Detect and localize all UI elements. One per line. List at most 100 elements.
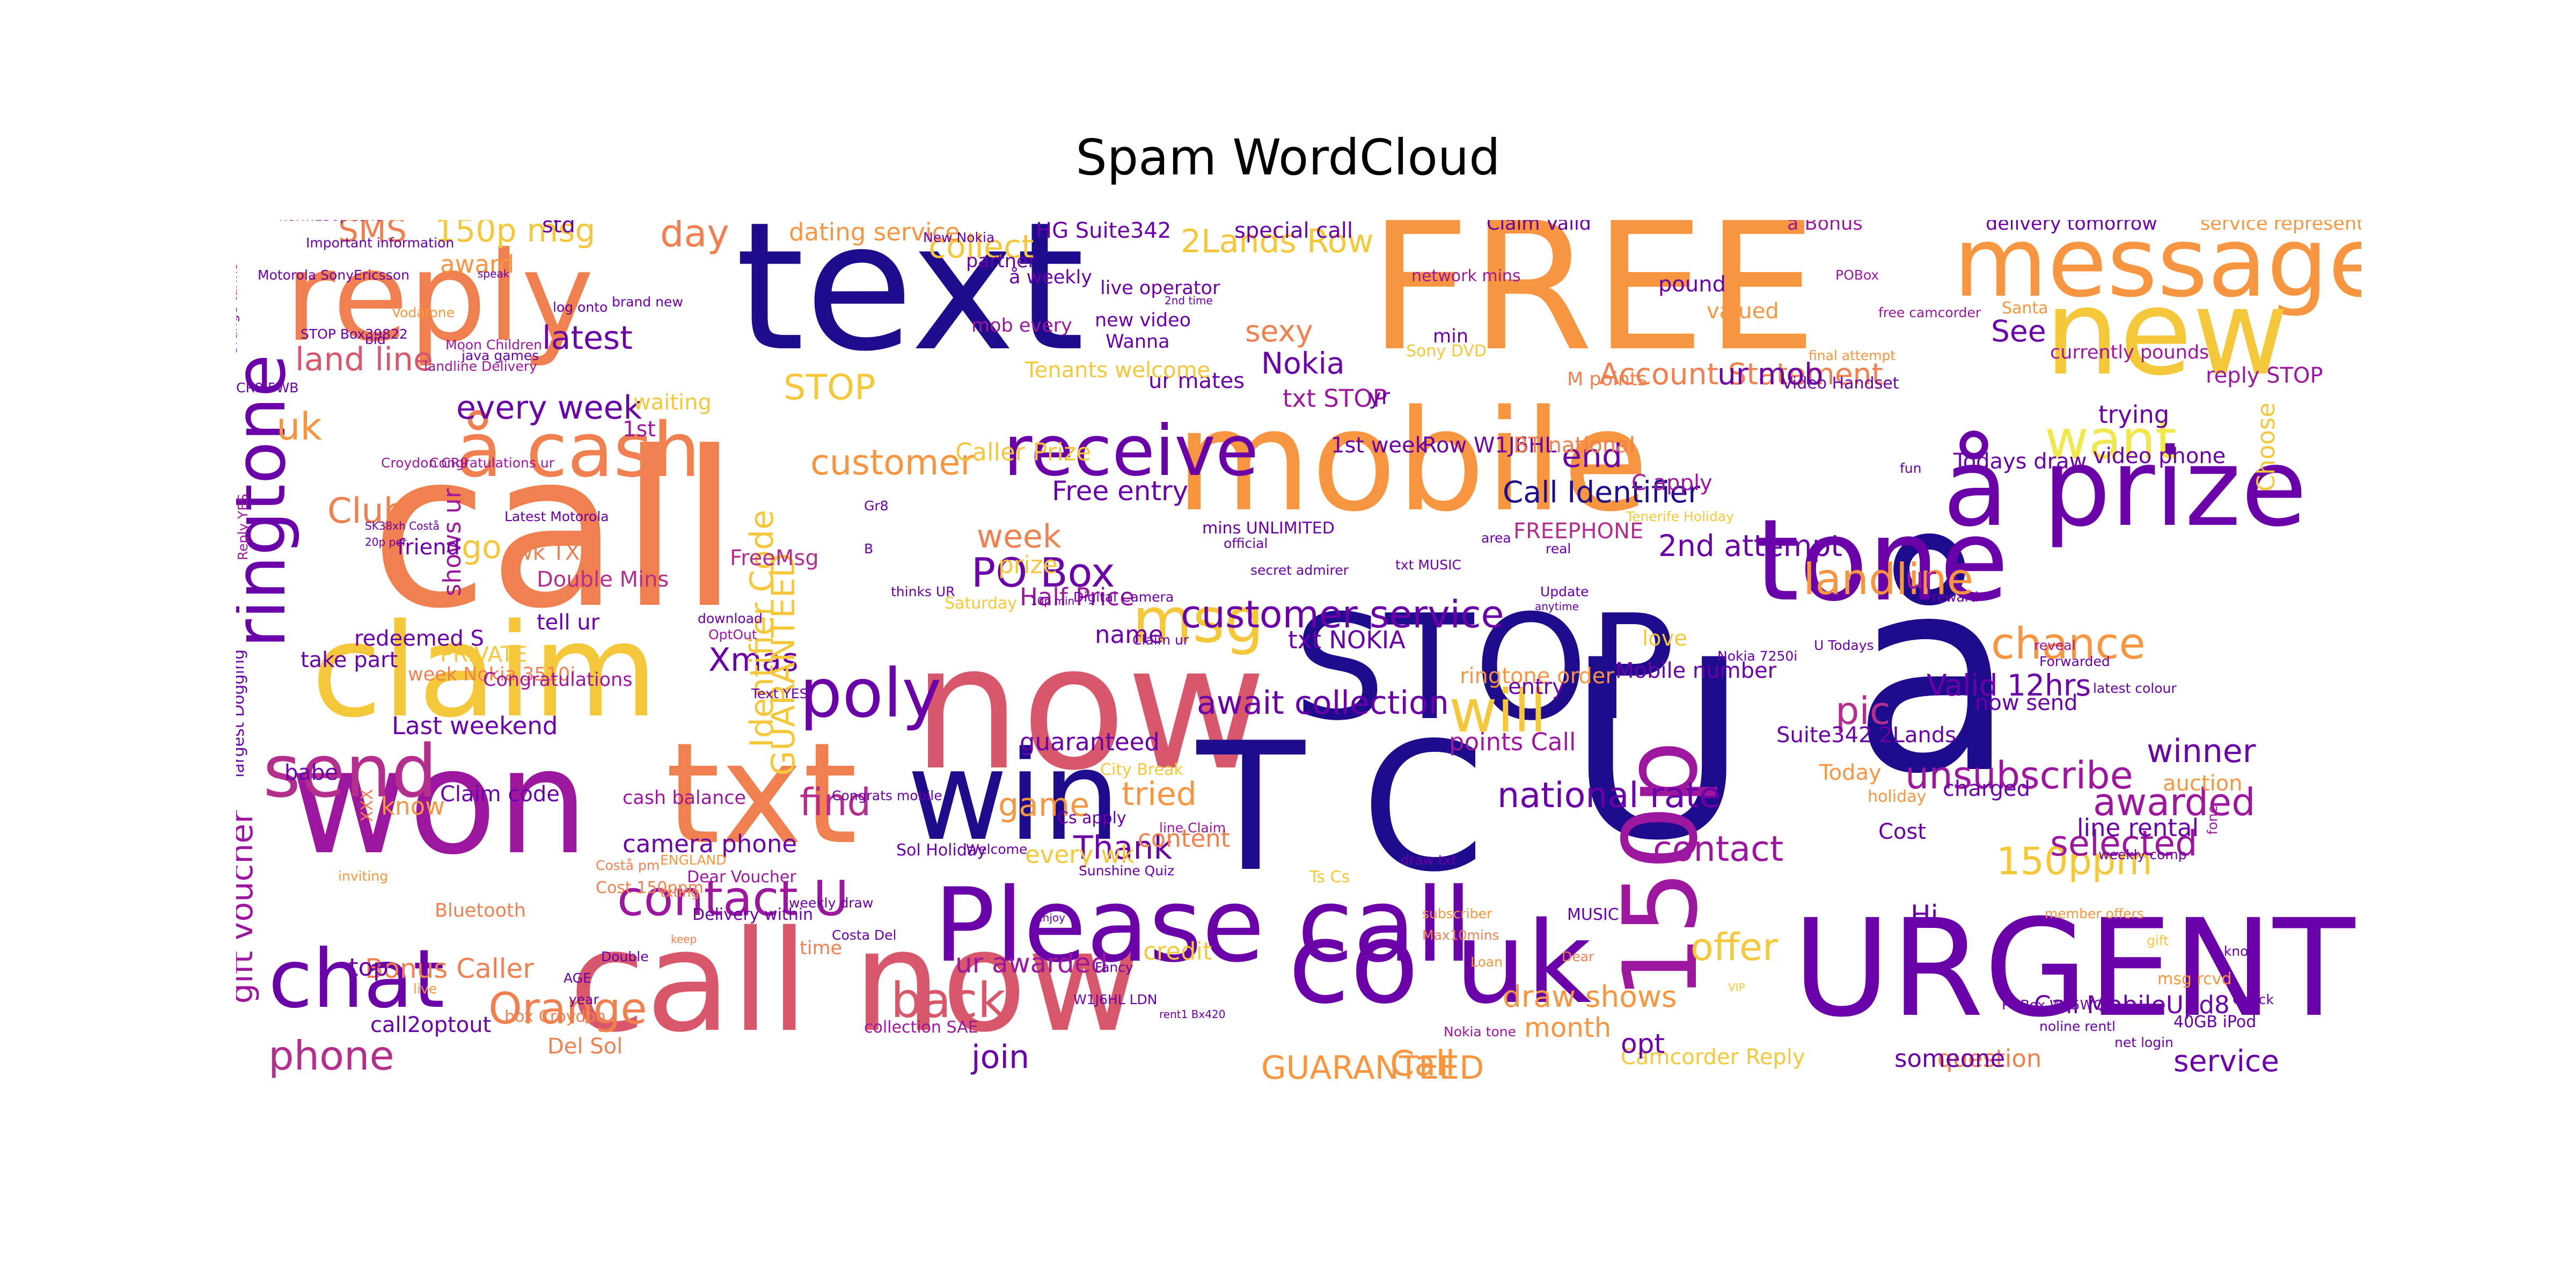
cloud-word: 150ppm	[1996, 839, 2153, 883]
cloud-word: å	[1851, 520, 2016, 832]
cloud-word: offer	[1690, 925, 1778, 969]
cloud-word: largest Dogging	[236, 649, 248, 778]
cloud-word: pic	[1835, 689, 1891, 733]
cloud-word: every week	[456, 389, 642, 427]
cloud-word: mins UNLIMITED	[1202, 519, 1335, 538]
cloud-word: See	[1991, 314, 2046, 348]
cloud-word: 2nd attempt	[1658, 529, 1842, 563]
cloud-word: reply STOP	[2206, 363, 2323, 388]
cloud-word: Fancy	[1095, 960, 1133, 975]
cloud-word: rent1 Bx420	[1159, 1008, 1226, 1021]
cloud-word: tell ur	[537, 610, 600, 635]
cloud-word: Today	[1819, 760, 1882, 785]
cloud-word: STOP	[784, 368, 876, 408]
cloud-word: poly	[800, 655, 942, 733]
cloud-word: å cash	[456, 407, 700, 494]
cloud-word: Mobile number	[1615, 658, 1777, 683]
cloud-word: txt NOKIA	[1288, 626, 1406, 654]
cloud-word: brand new	[612, 294, 683, 310]
cloud-word: speak	[478, 267, 510, 280]
cloud-word: Claim code	[440, 782, 560, 807]
cloud-word: FREE	[1368, 220, 1818, 390]
cloud-word: GUARANTEED	[765, 553, 802, 776]
cloud-word: call	[370, 406, 740, 656]
cloud-word: phone	[268, 1032, 394, 1079]
cloud-word: holiday	[1868, 787, 1927, 806]
cloud-word: keep	[671, 933, 697, 946]
cloud-word: fone	[2205, 805, 2220, 835]
cloud-word: Max10mins	[1422, 927, 1499, 943]
cloud-word: Costå pm	[596, 858, 660, 873]
cloud-word: Congrats mobile	[832, 788, 942, 803]
cloud-word: awarded	[2093, 780, 2256, 824]
cloud-word: Important information	[306, 235, 455, 251]
cloud-word: network mins	[1411, 267, 1521, 286]
cloud-word: await collection	[1197, 684, 1449, 722]
cloud-word: Nokia tone	[1444, 1024, 1517, 1040]
cloud-word: Digital Camera	[1073, 589, 1174, 605]
cloud-word: contact U	[617, 870, 849, 927]
cloud-word: national rate	[1497, 775, 1721, 816]
cloud-word: Gr8	[864, 498, 889, 514]
cloud-word: Costa Del	[832, 927, 897, 943]
cloud-word: love	[1642, 626, 1687, 651]
cloud-word: Sol Holiday	[896, 841, 987, 860]
cloud-word: Latest Motorola	[504, 509, 609, 524]
cloud-word: BT national	[1513, 433, 1635, 458]
cloud-word: send	[263, 729, 437, 814]
cloud-word: question	[1937, 1044, 2042, 1073]
cloud-word: service	[2174, 1044, 2280, 1078]
cloud-word: valued	[1707, 299, 1779, 324]
cloud-word: OptOut	[708, 627, 757, 642]
cloud-word: Sony DVD	[1406, 342, 1487, 361]
cloud-word: txting	[660, 884, 700, 900]
cloud-word: Motorola SonyEricsson	[258, 267, 409, 283]
cloud-word: net login	[2114, 1035, 2174, 1050]
cloud-word: subscriber	[1422, 906, 1492, 921]
cloud-word: Cs apply	[1057, 809, 1126, 828]
cloud-word: Call	[1390, 1044, 1455, 1084]
cloud-word: 2nd time	[1165, 294, 1213, 307]
cloud-word: Del Sol	[547, 1034, 623, 1059]
cloud-word: Todays draw	[1953, 449, 2087, 474]
cloud-word: Please call	[934, 866, 1473, 985]
cloud-word: URGENT	[1792, 890, 2355, 1046]
cloud-word: ENGLAND	[660, 852, 727, 868]
cloud-word: free camcorder	[1878, 305, 1981, 320]
cloud-word: Wanna	[1106, 331, 1170, 353]
cloud-word: T C	[1197, 705, 1485, 911]
cloud-word: friend	[397, 535, 460, 560]
cloud-word: camera phone	[623, 830, 797, 858]
cloud-word: Ts Cs	[1309, 868, 1350, 887]
cloud-word: POBox W45WQ	[2002, 997, 2104, 1013]
cloud-word: credit	[1143, 937, 1212, 965]
cloud-word: day	[660, 220, 729, 255]
cloud-word: opt	[1621, 1028, 1665, 1059]
cloud-word: Delivery within	[692, 905, 814, 924]
cloud-word: waiting	[633, 390, 712, 415]
cloud-word: u know	[2211, 943, 2259, 959]
cloud-word: Thank	[1073, 829, 1173, 867]
cloud-word: go	[462, 529, 502, 566]
cloud-word: ur	[1905, 561, 1936, 595]
cloud-word: take part	[301, 648, 398, 672]
cloud-word: partner	[966, 251, 1036, 272]
cloud-word: New Nokia	[923, 230, 995, 245]
cloud-word: Free entry	[1052, 475, 1189, 507]
cloud-word: special call	[1234, 220, 1353, 243]
cloud-word: 2Lands Row	[1181, 223, 1374, 260]
cloud-word: FreeMsg	[730, 546, 819, 570]
cloud-word: å prize	[1943, 426, 2307, 551]
cloud-word: Last weekend	[392, 712, 558, 740]
cloud-word: back	[891, 972, 1006, 1029]
cloud-word: Double Mins	[537, 567, 669, 592]
cloud-word: ur mob	[1717, 357, 1824, 391]
cloud-word: Text YES	[751, 686, 808, 701]
cloud-word: Hi	[1911, 899, 1938, 931]
cloud-word: time	[800, 938, 843, 959]
cloud-word: VIP	[1728, 981, 1745, 994]
cloud-word: SK38xh Costå	[365, 519, 440, 532]
cloud-word: pound	[1658, 272, 1726, 297]
cloud-word: å weekly	[1009, 267, 1092, 288]
cloud-word: call2optout	[370, 1013, 492, 1037]
